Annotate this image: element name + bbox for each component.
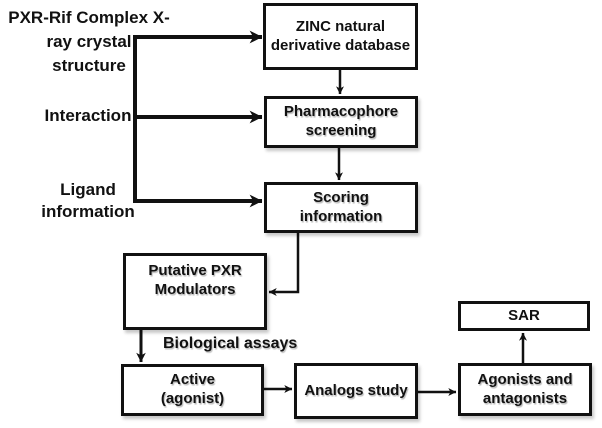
analogs-line1: Analogs study — [304, 381, 408, 399]
ligand-line1: Ligand — [60, 180, 116, 199]
scoring-line1: Scoring — [313, 188, 369, 206]
sar-line1: SAR — [508, 306, 540, 324]
crystal-structure-line2: ray crystal — [46, 32, 132, 51]
zinc-database-line1: ZINC natural — [295, 17, 386, 35]
analogs-study-box: Analogs study — [294, 363, 418, 419]
zinc-database-line2: derivative database — [270, 36, 411, 54]
biological-assays-label: Biological assays — [163, 335, 298, 352]
active-agonist-box: Active (agonist) — [121, 364, 264, 416]
ligand-information-label: Ligand information — [0, 179, 176, 223]
crystal-structure-line3: structure — [52, 56, 126, 75]
putative-line1: Putative PXR — [148, 262, 242, 279]
agonists-line1: Agonists and — [477, 370, 573, 388]
zinc-database-box: ZINC natural derivative database — [263, 3, 418, 70]
pharmacophore-box: Pharmacophore screening — [264, 96, 418, 148]
crystal-structure-line1: PXR-Rif Complex X- — [8, 8, 170, 27]
active-line2: (agonist) — [160, 390, 225, 407]
pharmacophore-line1: Pharmacophore — [283, 103, 399, 121]
agonists-antagonists-box: Agonists and antagonists — [458, 363, 592, 416]
arrow-scoring-to-putative — [268, 233, 300, 297]
putative-modulators-box: Putative PXR Modulators — [123, 253, 267, 330]
scoring-box: Scoring information — [264, 182, 418, 233]
crystal-structure-label: PXR-Rif Complex X- ray crystal structure — [0, 6, 178, 78]
active-line1: Active — [169, 371, 216, 389]
putative-line2: Modulators — [154, 280, 236, 298]
ligand-line2: information — [41, 202, 135, 221]
scoring-line2: information — [299, 207, 383, 225]
pharmacophore-line2: screening — [305, 122, 377, 139]
interaction-label: Interaction — [44, 106, 132, 125]
sar-box: SAR — [458, 301, 590, 331]
agonists-line2: antagonists — [482, 389, 568, 407]
